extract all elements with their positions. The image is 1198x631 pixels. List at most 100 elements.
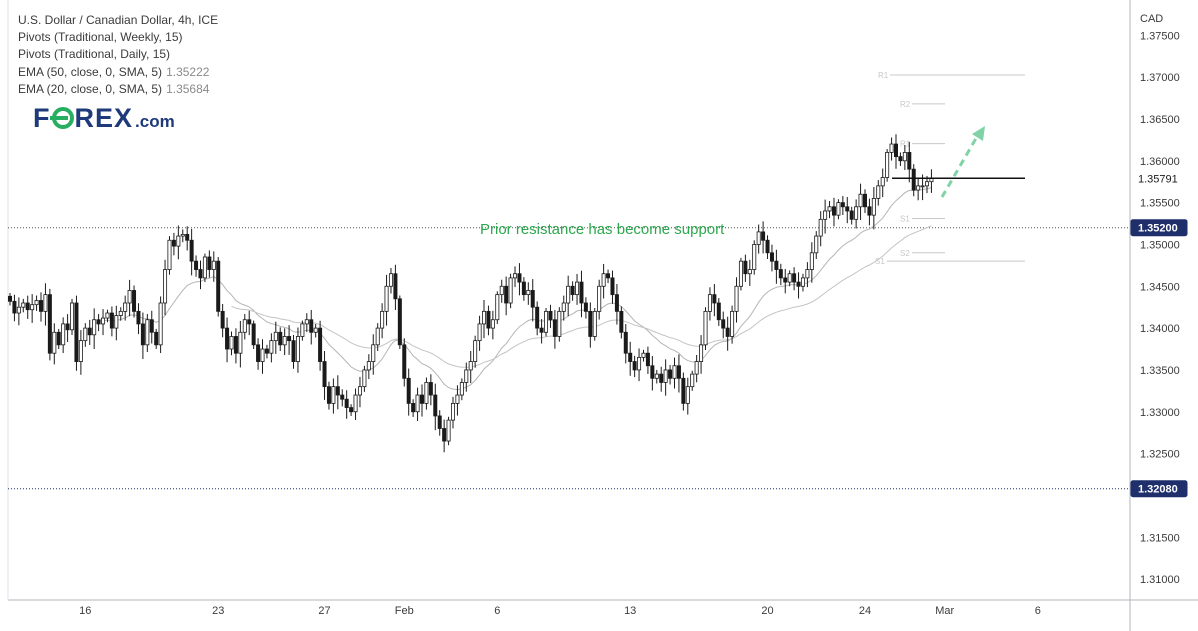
candle-body (849, 210, 854, 220)
candle-body (273, 331, 278, 342)
price-label-box (1130, 219, 1188, 237)
candle-body (517, 273, 522, 283)
candle-body (375, 327, 380, 346)
y-tick-label: 1.34000 (1140, 323, 1180, 335)
candle-body (118, 310, 123, 316)
candle-body (83, 327, 88, 342)
candle-body (637, 356, 642, 371)
candle-body (380, 310, 385, 329)
candle-body (575, 281, 580, 296)
candle-body (548, 310, 553, 321)
candle-body (300, 323, 305, 337)
candle-body (668, 369, 673, 379)
candle-body (180, 233, 185, 237)
candle-body (473, 340, 478, 362)
candle-body (606, 273, 611, 279)
candle-body (362, 369, 367, 388)
x-tick-label: 16 (79, 605, 91, 617)
candle-body (149, 319, 154, 333)
x-tick-label: Feb (395, 605, 414, 617)
ema50-value: 1.35222 (166, 64, 210, 79)
candle-body (220, 310, 225, 329)
candle-body (402, 344, 407, 379)
candle-body (499, 285, 504, 296)
candle-body (202, 256, 207, 279)
candle-body (836, 202, 841, 216)
ema50-label: EMA (50, close, 0, SMA, 5) (18, 64, 163, 79)
candle-body (490, 319, 495, 329)
candle-body (52, 331, 57, 354)
candle-body (207, 256, 212, 270)
candle-body (645, 352, 650, 367)
candle-body (269, 340, 274, 354)
ema20-indicator[interactable]: EMA (20, close, 0, SMA, 5) 1.35684 (18, 81, 218, 98)
candle-body (247, 319, 252, 325)
candle-body (721, 319, 726, 329)
candle-body (309, 319, 314, 333)
candle-body (902, 152, 907, 162)
candle-body (318, 327, 323, 362)
y-tick-label: 1.32500 (1140, 449, 1180, 461)
candle-body (238, 331, 243, 354)
candle-body (588, 310, 593, 337)
candle-body (388, 273, 393, 287)
candle-body (163, 269, 168, 304)
candle-body (774, 260, 779, 270)
candle-body (225, 327, 230, 350)
candle-body (7, 295, 12, 302)
candle-body (765, 239, 770, 254)
candle-body (796, 281, 801, 287)
y-tick-label: 1.35000 (1140, 239, 1180, 251)
candle-body (393, 273, 398, 300)
candle-body (459, 382, 464, 396)
candle-body (25, 302, 30, 311)
candle-body (752, 244, 757, 270)
candle-body (21, 302, 26, 308)
daily-pivots-indicator[interactable]: Pivots (Traditional, Daily, 15) (18, 47, 171, 62)
candle-body (12, 300, 17, 314)
forex-logo: F REX .com (33, 103, 175, 133)
candle-body (353, 394, 358, 413)
candle-body (681, 377, 686, 404)
x-tick-label: Mar (935, 605, 954, 617)
candle-body (561, 302, 566, 312)
symbol-title[interactable]: U.S. Dollar / Canadian Dollar, 4h, ICE (18, 13, 219, 27)
candle-body (78, 340, 83, 362)
candle-body (614, 294, 619, 312)
candle-body (495, 294, 500, 321)
candle-body (47, 294, 52, 354)
ema20-line (98, 187, 932, 391)
candle-body (778, 269, 783, 279)
x-tick-label: 23 (212, 605, 224, 617)
trend-arrow-shaft (940, 134, 980, 198)
candle-body (539, 327, 544, 333)
candle-body (663, 369, 668, 383)
candle-body (154, 331, 159, 346)
candle-body (535, 306, 540, 329)
candle-body (331, 386, 336, 404)
pivot-label: S1 (875, 257, 885, 266)
candle-body (513, 273, 518, 279)
candle-body (623, 331, 628, 354)
candle-body (114, 315, 119, 329)
ema50-indicator[interactable]: EMA (50, close, 0, SMA, 5) 1.35222 (18, 64, 218, 81)
x-tick-label: 24 (859, 605, 871, 617)
y-tick-label: 1.36500 (1140, 114, 1180, 126)
x-tick-label: 6 (494, 605, 500, 617)
candle-body (16, 306, 21, 314)
candle-body (61, 323, 66, 346)
weekly-pivots-indicator[interactable]: Pivots (Traditional, Weekly, 15) (18, 30, 183, 45)
candle-body (707, 294, 712, 312)
y-tick-label: 1.31500 (1140, 532, 1180, 544)
ema20-label: EMA (20, close, 0, SMA, 5) (18, 81, 163, 96)
candle-body (366, 361, 371, 371)
candle-body (96, 319, 101, 325)
candle-body (703, 310, 708, 346)
candle-body (805, 269, 810, 279)
pivot-label: S1 (900, 215, 910, 224)
candle-body (171, 239, 176, 247)
pivot-label: R1 (878, 71, 889, 80)
candle-body (619, 310, 624, 333)
candle-body (690, 373, 695, 388)
